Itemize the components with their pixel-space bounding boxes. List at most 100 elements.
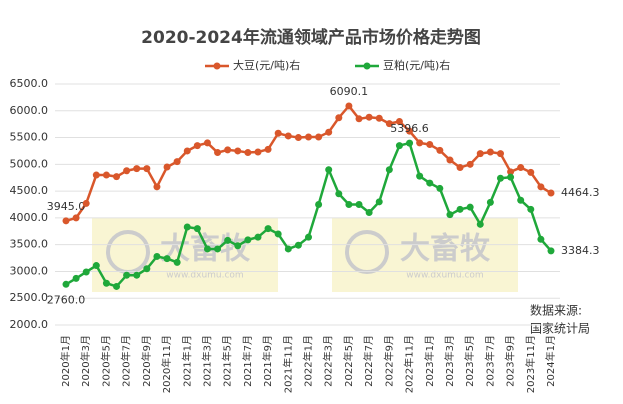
data-point [133,165,141,173]
data-point [406,127,414,135]
x-tick-label: 2022年7月 [362,335,375,387]
x-tick-label: 2023年9月 [504,335,517,387]
data-point [92,171,100,179]
data-point [456,205,464,213]
series-line [65,103,552,223]
watermark-box [332,218,518,292]
x-tick-label: 2021年5月 [221,335,234,387]
data-point [406,139,414,147]
data-point [224,146,232,154]
data-point [325,166,333,174]
data-point [507,173,515,181]
y-tick-label: 5000.0 [10,157,49,170]
data-point [294,134,302,142]
x-tick-label: 2023年7月 [483,335,496,387]
x-tick-label: 2020年5月 [99,335,112,387]
data-point [395,117,403,125]
data-point [466,160,474,168]
x-tick-label: 2022年1月 [302,335,315,387]
x-tick-label: 2020年1月 [59,335,72,387]
y-tick-label: 4500.0 [10,184,49,197]
data-point [153,183,161,191]
data-point [133,271,141,279]
x-tick-label: 2023年3月 [443,335,456,387]
y-tick-label: 6500.0 [10,77,49,90]
data-point [305,133,312,141]
data-label: 3384.3 [561,244,600,257]
data-point [274,230,282,238]
x-tick-label: 2022年3月 [322,335,335,387]
data-point [92,262,100,270]
data-point [193,142,201,150]
y-tick-label: 2500.0 [10,291,49,304]
data-point [284,132,292,140]
y-tick-label: 3000.0 [10,264,49,277]
data-point [224,236,232,244]
data-point [123,167,131,175]
data-point [284,245,292,253]
data-point [547,189,555,197]
data-point [355,201,363,208]
data-point [113,282,121,290]
data-point [183,147,191,155]
data-point [385,120,393,128]
data-point [274,129,282,137]
data-point [173,258,181,266]
data-point [446,156,454,164]
data-point [365,209,373,217]
x-tick-label: 2023年5月 [463,335,476,387]
data-label: 2760.0 [47,293,86,306]
data-point [82,199,90,207]
data-point [234,242,242,250]
data-point [193,225,201,233]
data-point [123,271,131,279]
data-point [335,190,343,198]
chart-title: 2020-2024年流通领域产品市场价格走势图 [141,27,481,48]
data-point [355,115,363,123]
x-tick-label: 2021年9月 [261,335,274,387]
data-point [325,128,333,136]
data-point [143,165,151,173]
data-point [416,172,424,180]
data-point [517,196,525,204]
data-point [254,148,262,156]
data-point [537,235,545,243]
x-tick-label: 2022年9月 [382,335,395,387]
x-tick-label: 2020年7月 [120,335,133,387]
data-point [486,198,494,206]
x-tick-label: 2021年7月 [241,335,254,387]
source-note: 国家统计局 [530,321,590,336]
x-tick-label: 2024年1月 [544,335,557,387]
data-point [507,168,515,176]
data-point [476,220,484,228]
data-point [345,201,353,208]
y-tick-label: 4000.0 [10,211,49,224]
data-point [102,171,110,179]
data-point [527,205,535,213]
watermark-url: www.dxumu.com [406,271,483,281]
x-tick-label: 2020年3月 [79,335,92,387]
x-tick-label: 2022年11月 [403,335,416,393]
data-point [375,114,383,122]
data-point [203,139,211,147]
data-point [143,265,151,273]
data-point [214,149,222,157]
data-label: 4464.3 [561,186,600,199]
data-point [62,217,70,225]
source-note: 数据来源: [530,303,582,318]
y-tick-label: 6000.0 [10,104,49,117]
legend-swatch [363,62,371,70]
y-tick-label: 5500.0 [10,131,49,144]
data-point [102,279,110,287]
x-tick-label: 2023年1月 [423,335,436,387]
legend-label: 大豆(元/吨)右 [233,58,300,72]
data-point [183,223,191,231]
data-point [517,164,525,172]
data-point [72,214,80,222]
watermark-url: www.dxumu.com [166,271,243,281]
x-tick-label: 2022年5月 [342,335,355,387]
data-point [234,147,242,155]
data-point [375,198,383,206]
data-point [496,174,504,182]
